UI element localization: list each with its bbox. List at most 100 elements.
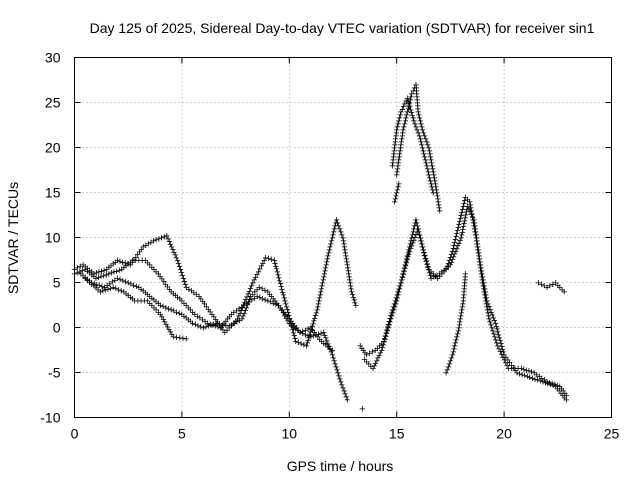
data-point: + xyxy=(392,296,398,308)
data-point: + xyxy=(418,236,424,248)
data-point: + xyxy=(483,299,489,311)
data-point: + xyxy=(276,272,282,284)
data-point: + xyxy=(95,272,101,284)
data-point: + xyxy=(386,316,392,328)
data-point: + xyxy=(292,323,298,335)
data-point: + xyxy=(478,266,484,278)
data-point: + xyxy=(338,227,344,239)
data-point: + xyxy=(127,292,133,304)
data-point: + xyxy=(120,275,126,287)
data-point: + xyxy=(412,218,418,230)
data-point: + xyxy=(161,317,167,329)
data-point: + xyxy=(389,305,395,317)
data-point: + xyxy=(257,292,263,304)
data-point: + xyxy=(404,107,410,119)
data-point: + xyxy=(494,324,500,336)
data-point: + xyxy=(487,317,493,329)
data-point: + xyxy=(320,327,326,339)
data-point: + xyxy=(484,302,490,314)
data-point: + xyxy=(478,266,484,278)
data-point: + xyxy=(396,116,402,128)
data-point: + xyxy=(549,378,555,390)
data-point: + xyxy=(464,194,470,206)
data-point: + xyxy=(491,315,497,327)
y-tick-label: 30 xyxy=(45,50,61,66)
data-point: + xyxy=(523,365,529,377)
data-point: + xyxy=(210,319,216,331)
data-point: + xyxy=(238,302,244,314)
data-point: + xyxy=(210,320,216,332)
data-point: + xyxy=(281,307,287,319)
data-point: + xyxy=(448,353,454,365)
data-point: + xyxy=(441,266,447,278)
data-point: + xyxy=(392,302,398,314)
data-point: + xyxy=(342,248,348,260)
y-axis-label: SDTVAR / TECUs xyxy=(5,182,21,294)
data-point: + xyxy=(278,281,284,293)
data-point: + xyxy=(499,341,505,353)
data-point: + xyxy=(323,340,329,352)
data-point: + xyxy=(88,267,94,279)
data-point: + xyxy=(494,341,500,353)
data-point: + xyxy=(79,265,85,277)
data-point: + xyxy=(307,327,313,339)
data-point: + xyxy=(305,324,311,336)
data-point: + xyxy=(431,170,437,182)
data-point: + xyxy=(366,348,372,360)
data-point: + xyxy=(327,242,333,254)
data-point: + xyxy=(546,377,552,389)
data-point: + xyxy=(203,322,209,334)
y-tick-label: 20 xyxy=(45,140,61,156)
data-point: + xyxy=(558,388,564,400)
data-point: + xyxy=(458,311,464,323)
data-point: + xyxy=(275,300,281,312)
data-point: + xyxy=(416,227,422,239)
data-point: + xyxy=(376,341,382,353)
data-point: + xyxy=(413,80,419,92)
data-point: + xyxy=(398,275,404,287)
data-point: + xyxy=(80,260,86,272)
data-point: + xyxy=(390,152,396,164)
data-point: + xyxy=(476,251,482,263)
data-point: + xyxy=(529,373,535,385)
data-point: + xyxy=(399,272,405,284)
y-tick-label: 0 xyxy=(53,320,61,336)
data-point: + xyxy=(537,376,543,388)
data-point: + xyxy=(163,319,169,331)
data-point: + xyxy=(416,110,422,122)
data-point: + xyxy=(393,191,399,203)
data-point: + xyxy=(91,278,97,290)
data-point: + xyxy=(183,282,189,294)
data-point: + xyxy=(445,261,451,273)
data-point: + xyxy=(277,302,283,314)
data-point: + xyxy=(305,335,311,347)
data-point: + xyxy=(119,264,125,276)
data-point: + xyxy=(457,235,463,247)
data-point: + xyxy=(138,244,144,256)
data-point: + xyxy=(285,307,291,319)
data-point: + xyxy=(230,318,236,330)
data-point: + xyxy=(299,326,305,338)
data-point: + xyxy=(170,332,176,344)
data-point: + xyxy=(389,311,395,323)
data-point: + xyxy=(410,238,416,250)
data-point: + xyxy=(301,339,307,351)
data-point: + xyxy=(410,86,416,98)
data-point: + xyxy=(143,240,149,252)
data-point: + xyxy=(462,213,468,225)
data-point: + xyxy=(283,313,289,325)
data-point: + xyxy=(259,293,265,305)
data-point: + xyxy=(134,249,140,261)
data-point: + xyxy=(273,261,279,273)
data-point: + xyxy=(396,149,402,161)
data-point: + xyxy=(447,252,453,264)
data-point: + xyxy=(481,287,487,299)
data-point: + xyxy=(454,329,460,341)
data-point: + xyxy=(288,319,294,331)
data-point: + xyxy=(459,302,465,314)
data-point: + xyxy=(407,101,413,113)
data-point: + xyxy=(187,316,193,328)
data-point: + xyxy=(406,101,412,113)
data-point: + xyxy=(559,284,565,296)
data-point: + xyxy=(239,314,245,326)
